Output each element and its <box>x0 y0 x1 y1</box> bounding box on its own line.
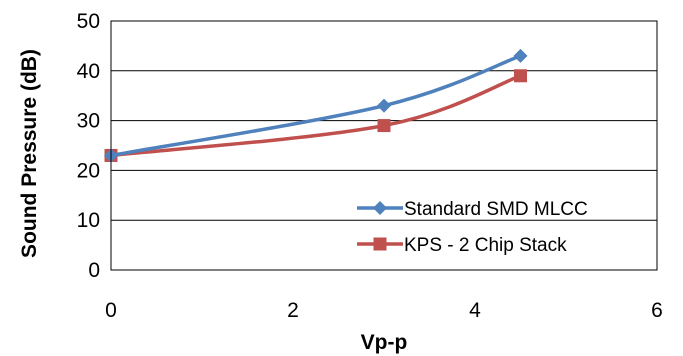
legend-item: KPS - 2 Chip Stack <box>357 235 567 256</box>
y-tick-label: 30 <box>77 110 100 133</box>
series-layer <box>104 48 528 163</box>
series-line <box>110 74 522 158</box>
y-tick-label: 10 <box>77 209 100 232</box>
series-standard-smd-mlcc <box>104 48 528 163</box>
data-point-marker <box>377 98 391 113</box>
x-tick-label: 6 <box>651 299 663 322</box>
plot-area-border <box>110 20 658 271</box>
y-tick-label: 20 <box>77 159 100 182</box>
y-tick-label: 50 <box>77 10 100 33</box>
x-axis-title: Vp-p <box>361 331 408 354</box>
legend: Standard SMD MLCC KPS - 2 Chip Stack <box>357 199 588 256</box>
legend-marker-swatch <box>373 237 387 251</box>
legend-label: KPS - 2 Chip Stack <box>404 235 567 256</box>
y-tick-label: 40 <box>77 60 100 83</box>
y-axis-title: Sound Pressure (dB) <box>18 49 41 258</box>
x-tick-labels: 0 2 4 6 <box>105 299 663 322</box>
x-tick-label: 2 <box>287 299 299 322</box>
x-tick-label: 0 <box>105 299 117 322</box>
gridlines <box>111 20 657 271</box>
y-tick-label: 0 <box>88 259 100 282</box>
series-line <box>110 54 522 158</box>
y-tick-labels: 0 10 20 30 40 50 <box>77 10 100 282</box>
legend-item: Standard SMD MLCC <box>357 199 588 220</box>
legend-marker-swatch <box>373 201 387 215</box>
series-kps-2-chip-stack <box>104 69 527 162</box>
data-point-marker <box>514 69 527 83</box>
data-point-marker <box>377 119 391 133</box>
data-point-marker <box>513 48 528 63</box>
x-tick-label: 4 <box>469 299 481 322</box>
legend-label: Standard SMD MLCC <box>404 199 588 220</box>
